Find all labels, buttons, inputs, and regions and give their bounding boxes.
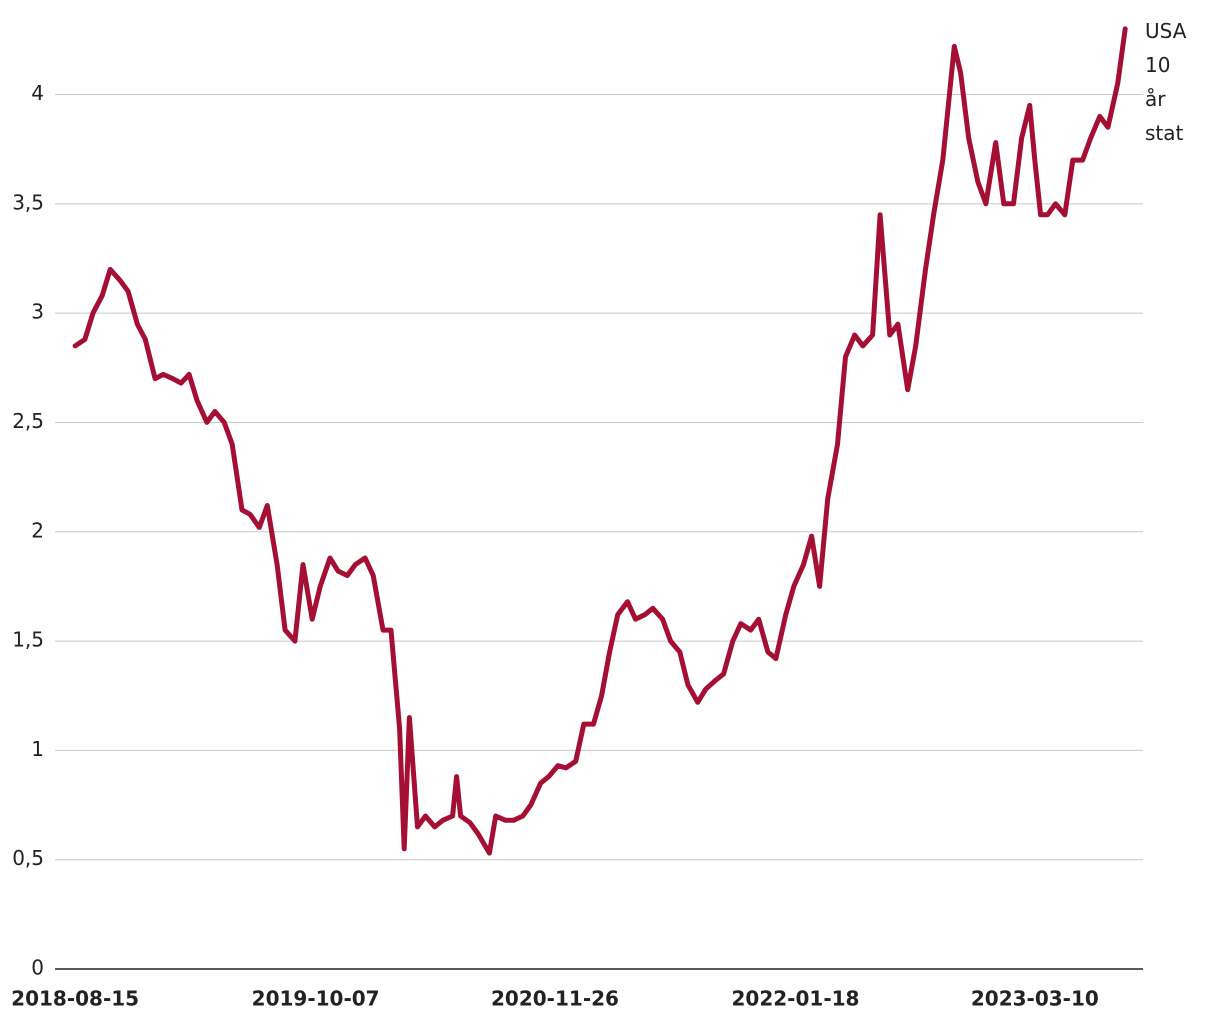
data-line (72, 26, 1128, 856)
series-label: USA 10 år stat (1145, 19, 1187, 145)
y-tick-label: 1 (31, 737, 44, 761)
y-tick-label: 0,5 (12, 846, 44, 870)
x-tick-label: 2022-01-18 (732, 987, 860, 1011)
y-tick-label: 3 (31, 300, 44, 324)
y-tick-label: 3,5 (12, 190, 44, 214)
x-tick-label: 2023-03-10 (971, 987, 1099, 1011)
y-tick-label: 0 (31, 956, 44, 980)
x-tick-label: 2019-10-07 (252, 987, 380, 1011)
x-tick-label: 2020-11-26 (491, 987, 619, 1011)
y-tick-label: 1,5 (12, 628, 44, 652)
x-tick-label: 2018-08-15 (11, 987, 139, 1011)
y-tick-label: 2,5 (12, 409, 44, 433)
y-tick-label: 4 (31, 81, 44, 105)
y-tick-label: 2 (31, 518, 44, 542)
